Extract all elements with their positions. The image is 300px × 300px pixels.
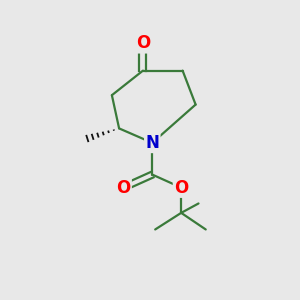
Text: O: O (174, 178, 188, 196)
Text: O: O (136, 34, 150, 52)
Text: O: O (116, 178, 130, 196)
Text: N: N (146, 134, 159, 152)
